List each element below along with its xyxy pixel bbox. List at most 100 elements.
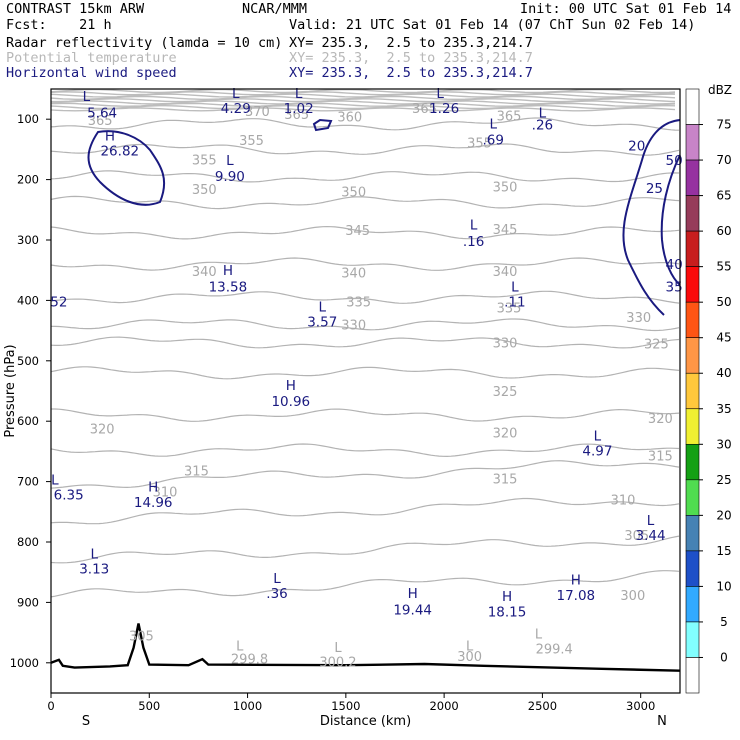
forecast-hour: Fcst: 21 h bbox=[6, 17, 112, 33]
theta-line bbox=[50, 107, 676, 112]
wind-extreme-label: 17.08 bbox=[556, 588, 595, 604]
colorbar-swatch bbox=[685, 301, 700, 339]
wind-extreme-label: .11 bbox=[504, 294, 525, 310]
wind-extreme-label: L bbox=[232, 86, 240, 102]
y-tick-label: 100 bbox=[17, 112, 39, 126]
theta-line bbox=[50, 170, 680, 183]
theta-line bbox=[50, 318, 680, 332]
wind-extreme-label: L bbox=[51, 473, 59, 489]
colorbar-swatch bbox=[685, 372, 700, 410]
wind-extreme-label: 5.64 bbox=[87, 105, 117, 121]
theta-label: 310 bbox=[611, 494, 636, 509]
theta-label: 355 bbox=[192, 154, 217, 169]
theta-label: 370 bbox=[245, 105, 270, 120]
colorbar-label: 35 bbox=[716, 402, 731, 416]
theta-line bbox=[50, 195, 680, 210]
field-xy-wind: XY= 235.3, 2.5 to 235.3,214.7 bbox=[289, 65, 533, 81]
y-tick-label: 300 bbox=[17, 233, 39, 247]
colorbar-label: 0 bbox=[720, 650, 728, 664]
colorbar-swatch bbox=[685, 230, 700, 267]
theta-line bbox=[50, 570, 680, 598]
y-tick-label: 800 bbox=[17, 535, 39, 549]
theta-label: 300 bbox=[457, 650, 482, 665]
theta-label: 300.2 bbox=[319, 655, 356, 670]
theta-line bbox=[50, 336, 680, 349]
axes: 100 200 300 400 500 600 700 800 900 1000 0 500 1000 1… bbox=[3, 88, 681, 729]
wind-extreme-label: 13.58 bbox=[209, 279, 248, 295]
x-axis-title: Distance (km) bbox=[320, 714, 411, 729]
colorbar-swatch bbox=[685, 159, 700, 196]
theta-label: 365 bbox=[88, 114, 113, 129]
plot-frame bbox=[50, 88, 681, 694]
theta-line bbox=[50, 91, 676, 96]
model-title: CONTRAST 15km ARW bbox=[6, 1, 145, 17]
wind-extreme-label: L bbox=[83, 89, 91, 105]
wind-contour-label: 20 bbox=[628, 139, 645, 155]
north-label: N bbox=[657, 714, 667, 729]
colorbar-swatch bbox=[685, 337, 700, 374]
wind-extreme-label: H bbox=[148, 479, 158, 495]
wind-extreme-label: .36 bbox=[266, 586, 287, 602]
south-label: S bbox=[82, 714, 90, 729]
x-tick-label: 1000 bbox=[233, 699, 262, 713]
x-tick-label: 2000 bbox=[429, 699, 458, 713]
organization-label: NCAR/MMM bbox=[242, 1, 308, 17]
theta-line bbox=[50, 95, 676, 100]
theta-label: 330 bbox=[341, 318, 366, 333]
colorbar-label: 5 bbox=[720, 615, 728, 629]
x-tick-label: 500 bbox=[138, 699, 160, 713]
colorbar-swatch bbox=[685, 586, 700, 623]
theta-label: 340 bbox=[341, 266, 366, 281]
terrain-layer bbox=[50, 623, 681, 672]
wind-extreme-label: L bbox=[539, 105, 547, 121]
theta-label: 340 bbox=[192, 265, 217, 280]
colorbar-swatch bbox=[685, 88, 700, 125]
colorbar-label: 20 bbox=[716, 508, 731, 522]
wind-extreme-label: 9.90 bbox=[215, 169, 245, 185]
wind-contour-label: 35 bbox=[666, 279, 683, 295]
wind-extreme-label: 4.97 bbox=[582, 444, 612, 460]
wind-extreme-label: H bbox=[286, 378, 296, 394]
theta-extreme-marker: L bbox=[535, 628, 543, 643]
theta-label: 345 bbox=[345, 224, 370, 239]
theta-line bbox=[50, 143, 680, 156]
theta-line bbox=[50, 88, 676, 94]
x-tick-label: 0 bbox=[47, 699, 54, 713]
theta-line bbox=[50, 257, 680, 271]
valid-time: Valid: 21 UTC Sat 01 Feb 14 (07 ChT Sun … bbox=[289, 17, 696, 33]
theta-label: 330 bbox=[626, 311, 651, 326]
theta-extreme-marker: L bbox=[466, 640, 474, 655]
terrain-profile bbox=[50, 623, 681, 672]
colorbar-swatch bbox=[685, 124, 700, 161]
theta-label: 299.8 bbox=[231, 652, 268, 667]
wind-contours bbox=[87, 118, 681, 316]
theta-extreme-marker: L bbox=[334, 641, 342, 656]
wind-extreme-label: L bbox=[273, 571, 281, 587]
colorbar-title: dBZ bbox=[708, 83, 732, 97]
theta-label: 305 bbox=[129, 629, 154, 644]
wind-extreme-label: H bbox=[502, 589, 512, 605]
colorbar-label: 65 bbox=[716, 189, 731, 203]
colorbar-label: 15 bbox=[716, 544, 731, 558]
wind-extreme-label: 1.02 bbox=[284, 101, 314, 117]
colorbar-swatch bbox=[685, 408, 700, 445]
wind-extreme-label: L bbox=[490, 116, 498, 132]
theta-label: 335 bbox=[497, 301, 522, 316]
wind-extreme-label: 1.26 bbox=[429, 101, 459, 117]
y-tick-label: 400 bbox=[17, 293, 39, 307]
colorbar-swatch bbox=[685, 443, 700, 481]
y-tick-label: 1000 bbox=[10, 656, 39, 670]
wind-extreme-label: H bbox=[223, 263, 233, 279]
x-tick-label: 3000 bbox=[626, 699, 655, 713]
y-tick-label: 600 bbox=[17, 414, 39, 428]
colorbar-label: 75 bbox=[716, 118, 731, 132]
wind-contour bbox=[312, 118, 333, 132]
theta-line bbox=[50, 366, 680, 380]
theta-line bbox=[50, 443, 680, 458]
theta-label: 365 bbox=[412, 102, 437, 117]
theta-label: 345 bbox=[493, 223, 518, 238]
theta-label: 335 bbox=[346, 295, 371, 310]
wind-extreme-label: L bbox=[470, 218, 478, 234]
theta-line bbox=[50, 117, 680, 131]
